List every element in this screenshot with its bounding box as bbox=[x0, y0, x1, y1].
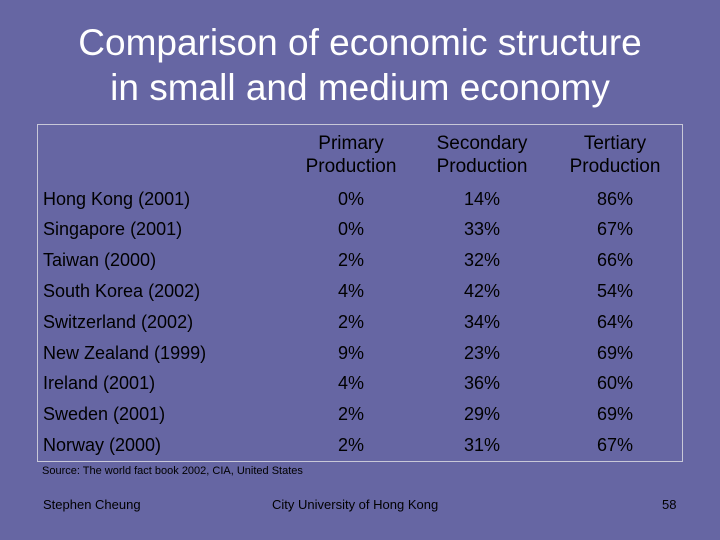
header-primary-production: Primary Production bbox=[291, 132, 411, 178]
country-cell: Norway (2000) bbox=[43, 435, 162, 455]
secondary-cell: 29% bbox=[463, 404, 501, 424]
country-cell: Taiwan (2000) bbox=[43, 250, 157, 270]
tertiary-cell: 66% bbox=[596, 250, 634, 270]
header-primary-line1: Primary bbox=[318, 133, 384, 154]
primary-cell: 4% bbox=[337, 373, 364, 393]
header-tertiary-line2: Production bbox=[569, 156, 661, 177]
tertiary-cell: 64% bbox=[596, 312, 634, 332]
header-primary-line2: Production bbox=[305, 156, 397, 177]
tertiary-cell: 54% bbox=[596, 281, 634, 301]
secondary-cell: 31% bbox=[463, 435, 501, 455]
tertiary-cell: 86% bbox=[596, 189, 634, 209]
primary-cell: 2% bbox=[337, 250, 364, 270]
primary-cell: 0% bbox=[337, 189, 364, 209]
primary-cell: 0% bbox=[337, 219, 364, 239]
secondary-cell: 14% bbox=[463, 189, 501, 209]
secondary-cell: 23% bbox=[463, 343, 501, 363]
title-line-2: in small and medium economy bbox=[110, 67, 610, 108]
table-row: Switzerland (2002) 2% 34% 64% bbox=[0, 307, 720, 338]
country-cell: Hong Kong (2001) bbox=[43, 189, 191, 209]
header-secondary-line2: Production bbox=[436, 156, 528, 177]
country-cell: South Korea (2002) bbox=[43, 281, 201, 301]
secondary-cell: 32% bbox=[463, 250, 501, 270]
header-secondary-line1: Secondary bbox=[436, 133, 528, 154]
primary-cell: 4% bbox=[337, 281, 364, 301]
primary-cell: 2% bbox=[337, 435, 364, 455]
table-row: South Korea (2002) 4% 42% 54% bbox=[0, 276, 720, 307]
secondary-cell: 36% bbox=[463, 373, 501, 393]
header-secondary-production: Secondary Production bbox=[422, 132, 542, 178]
table-row: Norway (2000) 2% 31% 67% bbox=[0, 430, 720, 461]
tertiary-cell: 60% bbox=[596, 373, 634, 393]
country-cell: Singapore (2001) bbox=[43, 219, 183, 239]
primary-cell: 2% bbox=[337, 404, 364, 424]
footer-author: Stephen Cheung bbox=[43, 497, 141, 512]
secondary-cell: 42% bbox=[463, 281, 501, 301]
primary-cell: 2% bbox=[337, 312, 364, 332]
tertiary-cell: 69% bbox=[596, 343, 634, 363]
table-row: Hong Kong (2001) 0% 14% 86% bbox=[0, 184, 720, 215]
country-cell: New Zealand (1999) bbox=[43, 343, 207, 363]
secondary-cell: 33% bbox=[463, 219, 501, 239]
tertiary-cell: 69% bbox=[596, 404, 634, 424]
table-row: Singapore (2001) 0% 33% 67% bbox=[0, 214, 720, 245]
country-cell: Switzerland (2002) bbox=[43, 312, 194, 332]
header-tertiary-line1: Tertiary bbox=[583, 133, 647, 154]
footer-institution: City University of Hong Kong bbox=[272, 497, 439, 512]
header-tertiary-production: Tertiary Production bbox=[555, 132, 675, 178]
page-number: 58 bbox=[662, 497, 677, 512]
table-frame bbox=[37, 124, 683, 462]
table-row: New Zealand (1999) 9% 23% 69% bbox=[0, 338, 720, 369]
tertiary-cell: 67% bbox=[596, 435, 634, 455]
secondary-cell: 34% bbox=[463, 312, 501, 332]
country-cell: Sweden (2001) bbox=[43, 404, 166, 424]
table-row: Taiwan (2000) 2% 32% 66% bbox=[0, 245, 720, 276]
primary-cell: 9% bbox=[337, 343, 364, 363]
table-row: Ireland (2001) 4% 36% 60% bbox=[0, 368, 720, 399]
country-cell: Ireland (2001) bbox=[43, 373, 156, 393]
table-row: Sweden (2001) 2% 29% 69% bbox=[0, 399, 720, 430]
tertiary-cell: 67% bbox=[596, 219, 634, 239]
source-note: Source: The world fact book 2002, CIA, U… bbox=[42, 465, 303, 477]
slide-title: Comparison of economic structure in smal… bbox=[0, 20, 720, 110]
title-line-1: Comparison of economic structure bbox=[78, 22, 642, 63]
